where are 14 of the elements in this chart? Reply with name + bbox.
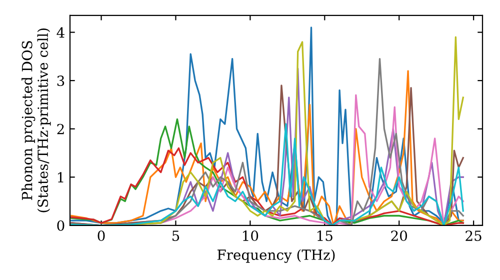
- x-tick-label: 25: [466, 230, 482, 242]
- x-tick-label: 15: [318, 230, 332, 242]
- y-tick-label: 1: [58, 172, 64, 182]
- x-tick-label: 0: [98, 230, 105, 242]
- y-tick-label: 2: [57, 124, 64, 134]
- y-tick-label: 4: [56, 27, 64, 38]
- line-series: [70, 147, 464, 226]
- y-tick-label: 3: [57, 76, 64, 86]
- x-tick-label: 20: [391, 230, 408, 242]
- y-axis-title: Phonon projected DOS (States/THz·primitive cell): [22, 28, 51, 212]
- x-tick-label: 5: [172, 230, 180, 242]
- x-axis-title: Frequency (THz): [217, 249, 335, 263]
- x-tick-label: 10: [243, 230, 258, 242]
- y-tick-label: 0: [57, 220, 64, 231]
